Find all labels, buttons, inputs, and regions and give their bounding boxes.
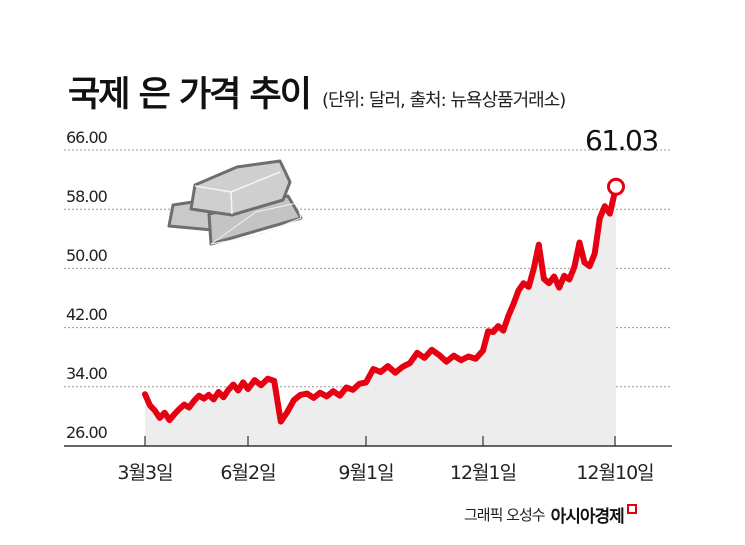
x-tick-marks xyxy=(144,436,616,446)
chart-header: 국제 은 가격 추이 (단위: 달러, 출처: 뉴욕상품거래소) xyxy=(68,66,566,117)
graphic-author: 그래픽 오성수 xyxy=(464,506,546,524)
y-tick-label: 26.00 xyxy=(66,423,108,442)
area-fill xyxy=(145,186,616,447)
y-tick-label: 34.00 xyxy=(66,364,108,383)
x-tick-label: 9월1일 xyxy=(338,462,394,484)
latest-price-marker xyxy=(607,177,625,196)
chart-title: 국제 은 가격 추이 xyxy=(68,75,312,115)
x-tick-label: 12월10일 xyxy=(576,462,654,484)
y-tick-label: 66.00 xyxy=(66,128,108,147)
y-tick-label: 50.00 xyxy=(66,246,108,265)
y-tick-label: 42.00 xyxy=(66,305,108,324)
price-line xyxy=(142,183,619,425)
chart-subtitle: (단위: 달러, 출처: 뉴욕상품거래소) xyxy=(321,90,566,111)
footer-credit: 그래픽 오성수 아시아경제 xyxy=(464,502,637,527)
latest-price-callout: 61.03 xyxy=(585,124,659,157)
x-tick-label: 6월2일 xyxy=(220,462,276,484)
silver-bars-icon xyxy=(167,159,303,246)
publisher-logo: 아시아경제 xyxy=(550,507,625,527)
x-tick-label: 12월1일 xyxy=(449,462,517,484)
publisher-mark-icon xyxy=(626,503,637,514)
y-tick-label: 58.00 xyxy=(66,187,108,206)
x-tick-label: 3월3일 xyxy=(117,462,173,484)
